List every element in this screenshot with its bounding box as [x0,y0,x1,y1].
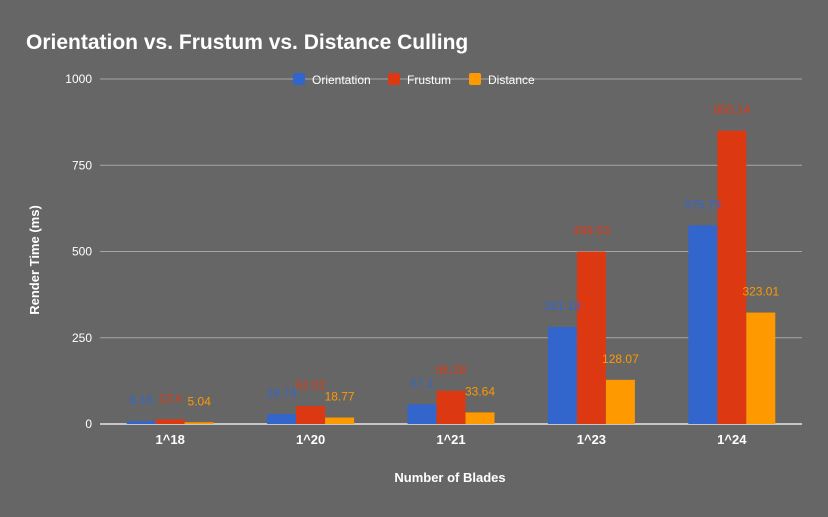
x-tick-label: 1^24 [717,432,747,447]
y-axis-title: Render Time (ms) [27,205,42,315]
bar-frustum[interactable] [717,130,747,424]
x-tick-label: 1^18 [156,432,185,447]
x-tick-label: 1^21 [436,432,465,447]
legend-swatch [469,73,481,85]
legend-item-frustum[interactable]: Frustum [388,73,451,87]
chart-title: Orientation vs. Frustum vs. Distance Cul… [26,31,468,54]
data-label-distance: 5.04 [188,394,212,408]
data-label-frustum: 850.14 [713,103,750,117]
legend-swatch [388,73,400,85]
bar-distance[interactable] [184,422,214,424]
bar-orientation[interactable] [547,326,577,424]
data-label-orientation: 281.18 [544,299,581,313]
y-tick-label: 1000 [65,72,92,86]
data-label-frustum: 96.28 [436,363,466,377]
legend-label: Orientation [312,73,371,87]
x-axis-title: Number of Blades [394,470,505,485]
bar-orientation[interactable] [688,225,718,424]
bar-frustum[interactable] [296,406,326,424]
x-tick-label: 1^23 [577,432,606,447]
bar-frustum[interactable] [436,390,466,424]
y-tick-label: 500 [72,245,92,259]
bar-frustum[interactable] [155,419,185,424]
data-label-distance: 323.01 [742,285,779,299]
data-label-distance: 33.64 [465,384,495,398]
data-label-orientation: 575.79 [684,197,721,211]
bar-frustum[interactable] [576,251,606,424]
y-tick-label: 750 [72,158,92,172]
data-label-frustum: 52.02 [296,378,326,392]
x-tick-label: 1^20 [296,432,325,447]
data-label-distance: 18.77 [325,390,355,404]
bar-distance[interactable] [746,312,776,424]
data-label-frustum: 13.4 [159,391,183,405]
bar-distance[interactable] [605,379,635,424]
legend-swatch [293,73,305,85]
legend-label: Frustum [407,73,451,87]
bar-orientation[interactable] [126,421,156,424]
data-label-distance: 128.07 [602,352,639,366]
bar-orientation[interactable] [267,414,297,424]
data-label-orientation: 57.1 [410,376,434,390]
bars [126,130,776,424]
data-label-frustum: 499.53 [573,224,610,238]
gridlines: 0 250 500 750 1000 1^18 1^20 1^21 1^23 1^24 [65,72,802,447]
legend-item-distance[interactable]: Distance [469,73,535,87]
bar-distance[interactable] [325,417,355,424]
y-tick-label: 250 [72,331,92,345]
bar-distance[interactable] [465,412,495,424]
data-label-orientation: 28.74 [267,386,297,400]
data-label-orientation: 8.16 [130,393,154,407]
legend-item-orientation[interactable]: Orientation [293,73,371,87]
y-tick-label: 0 [85,417,92,431]
legend-label: Distance [488,73,535,87]
legend[interactable]: Orientation Frustum Distance [293,73,535,87]
bar-orientation[interactable] [407,404,437,424]
